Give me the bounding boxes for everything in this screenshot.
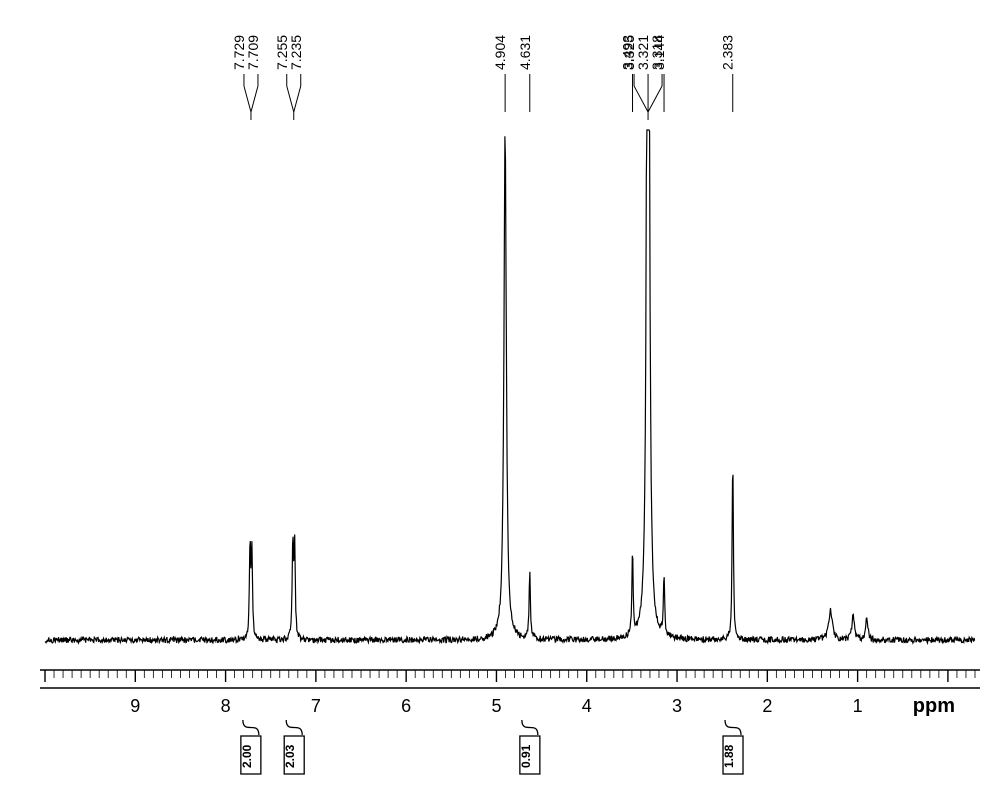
axis-tick-label: 3 xyxy=(672,696,682,716)
integral-value: 2.03 xyxy=(283,744,297,768)
integral-value: 0.91 xyxy=(519,744,533,768)
axis-tick-label: 5 xyxy=(491,696,501,716)
axis-unit-label: ppm xyxy=(913,695,955,717)
axis-tick-label: 7 xyxy=(311,696,321,716)
axis-tick-label: 2 xyxy=(762,696,772,716)
axis-tick-label: 9 xyxy=(130,696,140,716)
axis-tick-label: 4 xyxy=(582,696,592,716)
peak-label: 4.631 xyxy=(517,35,533,70)
axis-tick-label: 6 xyxy=(401,696,411,716)
axis-tick-label: 8 xyxy=(221,696,231,716)
peak-label: 2.383 xyxy=(720,35,736,70)
integral-value: 1.88 xyxy=(722,744,736,768)
axis-tick-label: 1 xyxy=(853,696,863,716)
peak-label: 7.235 xyxy=(288,35,304,70)
peak-label: 3.144 xyxy=(651,35,667,70)
nmr-spectrum: 7.7297.7097.2557.2354.9044.6313.4933.325… xyxy=(0,0,1000,807)
peak-label: 7.709 xyxy=(245,35,261,70)
peak-label: 4.904 xyxy=(492,35,508,70)
integral-value: 2.00 xyxy=(240,744,254,768)
